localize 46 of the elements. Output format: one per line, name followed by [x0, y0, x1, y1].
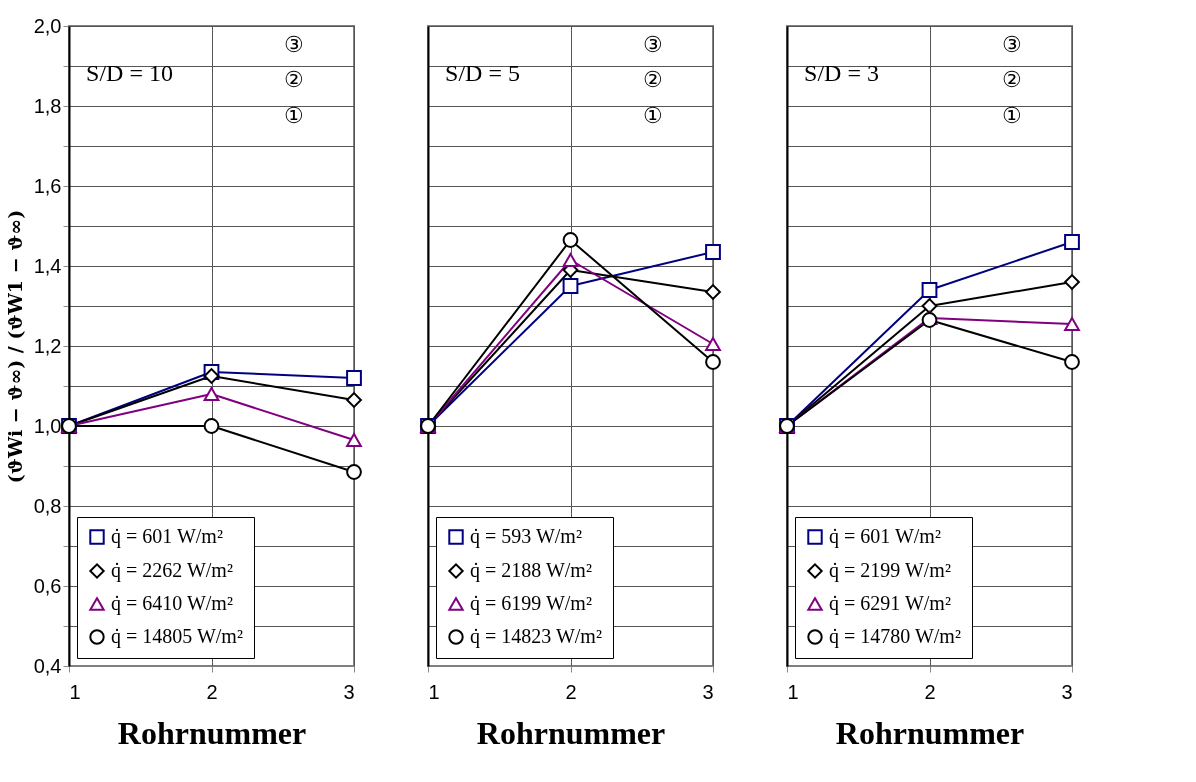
legend-label: q̇ = 14780 W/m² — [829, 625, 961, 648]
x-tick-label: 2 — [206, 680, 218, 703]
legend-label: q̇ = 6410 W/m² — [111, 592, 233, 615]
annotation: ① — [643, 102, 664, 128]
x-tick-label: 2 — [924, 680, 936, 703]
legend-label: q̇ = 593 W/m² — [470, 525, 582, 548]
y-tick-label: 1,6 — [33, 174, 62, 197]
annotation: ② — [643, 67, 664, 93]
legend-label: q̇ = 2262 W/m² — [111, 559, 233, 582]
annotation: ③ — [1002, 32, 1023, 58]
legend-label: q̇ = 601 W/m² — [829, 525, 941, 548]
annotation: S/D = 5 — [445, 60, 520, 86]
legend-label: q̇ = 2188 W/m² — [470, 559, 592, 582]
y-tick-label: 0,4 — [33, 654, 62, 677]
annotation: ② — [1002, 67, 1023, 93]
y-tick-label: 1,0 — [33, 414, 62, 437]
x-tick-label: 3 — [1061, 680, 1073, 703]
y-axis-title: (ϑWi − ϑ∞) / (ϑW1 − ϑ∞) — [3, 209, 26, 484]
annotation: ① — [1002, 102, 1023, 128]
legend-label: q̇ = 14805 W/m² — [111, 625, 243, 648]
x-axis-title: Rohrnummer — [117, 714, 307, 751]
legend-label: q̇ = 6291 W/m² — [829, 592, 951, 615]
annotation: S/D = 3 — [804, 60, 879, 86]
legend-label: q̇ = 14823 W/m² — [470, 625, 602, 648]
x-axis-title: Rohrnummer — [476, 714, 666, 751]
y-tick-label: 2,0 — [33, 14, 62, 37]
legend-label: q̇ = 2199 W/m² — [829, 559, 951, 582]
x-tick-label: 2 — [565, 680, 577, 703]
legend-label: q̇ = 6199 W/m² — [470, 592, 592, 615]
y-tick-label: 0,6 — [33, 574, 62, 597]
x-tick-label: 3 — [702, 680, 714, 703]
annotation: ② — [284, 67, 305, 93]
x-tick-label: 1 — [787, 680, 799, 703]
annotation: ③ — [643, 32, 664, 58]
x-tick-label: 3 — [343, 680, 355, 703]
x-axis-title: Rohrnummer — [835, 714, 1025, 751]
y-tick-label: 1,4 — [33, 254, 62, 277]
annotation: ① — [284, 102, 305, 128]
annotation: S/D = 10 — [86, 60, 173, 86]
x-tick-label: 1 — [69, 680, 81, 703]
legend-label: q̇ = 601 W/m² — [111, 525, 223, 548]
x-tick-label: 1 — [428, 680, 440, 703]
y-tick-label: 1,2 — [33, 334, 62, 357]
y-tick-label: 1,8 — [33, 94, 62, 117]
annotation: ③ — [284, 32, 305, 58]
y-tick-label: 0,8 — [33, 494, 62, 517]
